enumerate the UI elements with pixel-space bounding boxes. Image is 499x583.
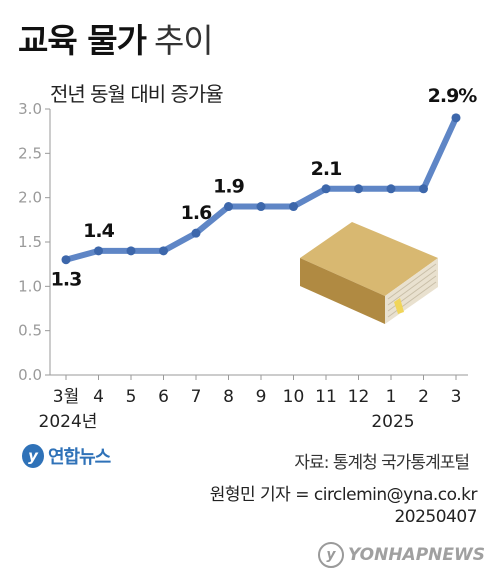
yonhap-logo-icon: y: [22, 444, 44, 468]
x-tick-label: 2: [418, 387, 429, 407]
x-tick-label: 7: [191, 387, 202, 407]
x-tick-label: 6: [158, 387, 169, 407]
y-tick-label: 2.5: [18, 144, 42, 162]
x-tick-label: 5: [126, 387, 137, 407]
x-tick-label: 9: [256, 387, 267, 407]
y-tick-label: 3.0: [18, 100, 42, 118]
book-icon: [300, 222, 438, 324]
data-label: 1.9: [213, 176, 244, 198]
watermark: y YONHAPNEWS: [317, 542, 485, 568]
credit-reporter: 원형민 기자 = circlemin@yna.co.kr: [209, 485, 478, 505]
x-tick-label: 3월: [53, 387, 79, 407]
yonhap-watermark-icon: y: [317, 542, 344, 568]
axis-group: 0.00.51.01.52.02.53.03월 4 5 6 7 8 9 10 11 12 1 2 320…: [18, 100, 468, 432]
x-year-label: 2025: [371, 412, 414, 432]
data-label: 2.9%: [428, 85, 478, 107]
yonhap-logo: y 연합뉴스: [22, 443, 111, 469]
y-tick-label: 0.5: [18, 322, 42, 340]
series-group: 1.3 1.4 1.61.9 2.1 2.9%: [51, 85, 479, 291]
data-point: [191, 228, 201, 238]
watermark-text: YONHAPNEWS: [347, 545, 485, 565]
x-tick-label: 4: [93, 387, 104, 407]
x-tick-label: 10: [283, 387, 305, 407]
y-tick-label: 2.0: [18, 189, 42, 207]
data-point: [256, 202, 266, 212]
series-line: [63, 114, 459, 263]
x-year-label: 2024년: [39, 412, 98, 432]
credit-date: 20250407: [394, 507, 477, 527]
data-point: [159, 246, 168, 256]
data-label: 1.4: [83, 220, 114, 242]
chart-title: 교육 물가 추이: [18, 14, 214, 62]
x-tick-label: 1: [386, 387, 397, 407]
y-tick-label: 0.0: [18, 366, 42, 384]
title-bold: 교육 물가: [18, 21, 147, 60]
y-tick-label: 1.0: [18, 277, 42, 295]
data-point: [354, 184, 363, 194]
data-point: [419, 184, 428, 194]
x-tick-label: 8: [223, 387, 234, 407]
logo-text: 연합뉴스: [48, 447, 111, 468]
x-tick-label: 11: [315, 387, 337, 407]
credit: 원형민 기자 = circlemin@yna.co.kr 20250407: [209, 484, 478, 528]
data-point: [94, 246, 103, 256]
data-label: 1.3: [51, 269, 82, 291]
data-point: [386, 184, 396, 194]
x-tick-label: 12: [348, 387, 370, 407]
data-point: [289, 202, 298, 212]
data-point: [126, 246, 136, 256]
chart-subtitle: 전년 동월 대비 증가율: [50, 82, 224, 106]
data-point: [61, 255, 71, 265]
source-text: 자료: 통계청 국가통계포털: [294, 453, 470, 473]
data-point: [224, 202, 233, 212]
data-point: [321, 184, 331, 194]
data-point: [451, 113, 461, 123]
y-tick-label: 1.5: [18, 233, 42, 251]
x-tick-label: 3: [451, 387, 462, 407]
title-light: 추이: [153, 21, 214, 60]
data-label: 2.1: [311, 158, 342, 180]
data-label: 1.6: [181, 202, 212, 224]
